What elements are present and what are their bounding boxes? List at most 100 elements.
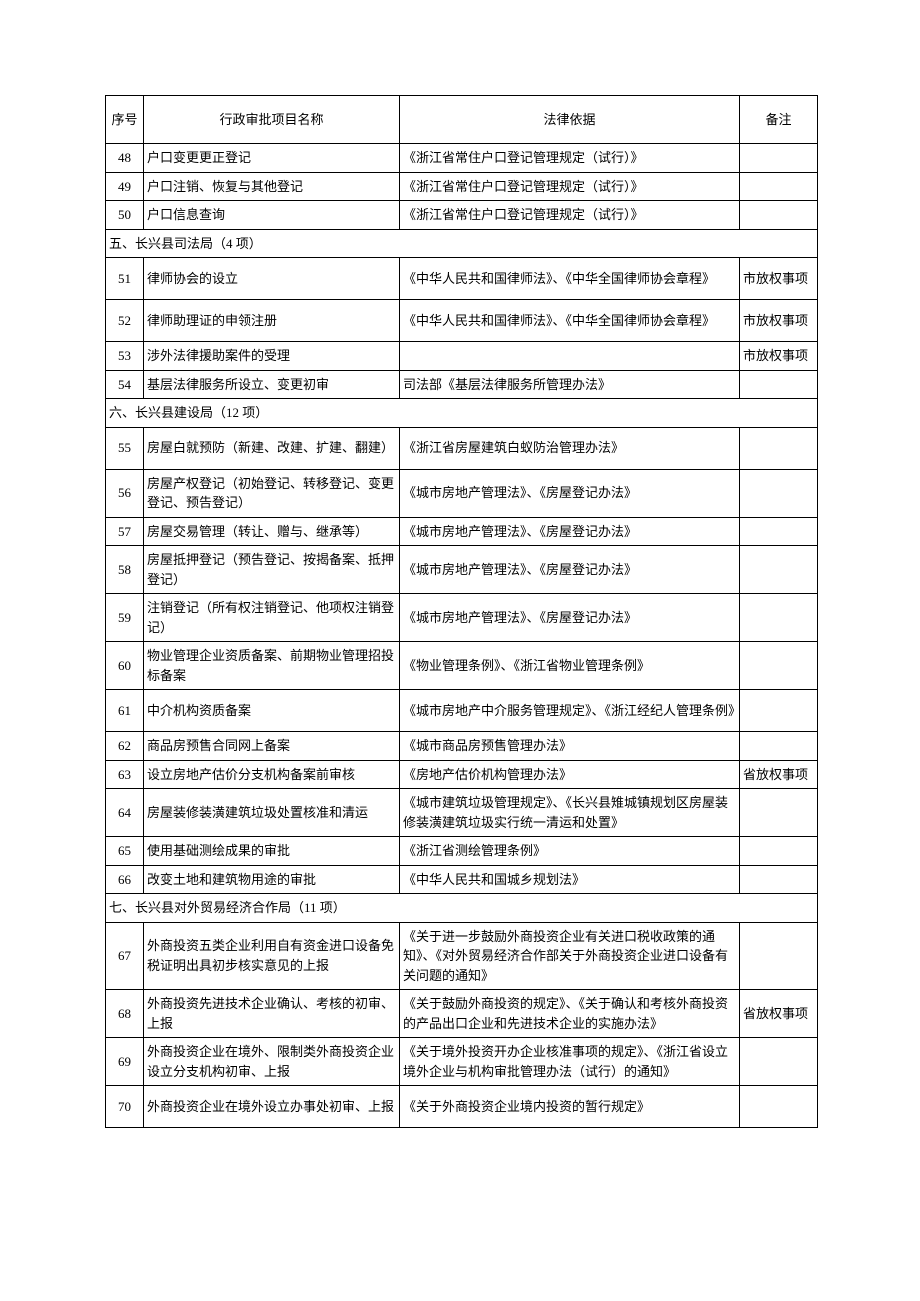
cell-remark xyxy=(740,837,818,866)
table-row: 59注销登记（所有权注销登记、他项权注销登记）《城市房地产管理法》、《房屋登记办… xyxy=(106,594,818,642)
table-row: 57房屋交易管理（转让、赠与、继承等）《城市房地产管理法》、《房屋登记办法》 xyxy=(106,517,818,546)
cell-basis: 《关于进一步鼓励外商投资企业有关进口税收政策的通知》、《对外贸易经济合作部关于外… xyxy=(400,922,740,990)
cell-name: 房屋抵押登记（预告登记、按揭备案、抵押登记） xyxy=(144,546,400,594)
cell-seq: 63 xyxy=(106,760,144,789)
cell-basis: 《浙江省常住户口登记管理规定（试行）》 xyxy=(400,172,740,201)
table-row: 49户口注销、恢复与其他登记《浙江省常住户口登记管理规定（试行）》 xyxy=(106,172,818,201)
table-row: 50户口信息查询《浙江省常住户口登记管理规定（试行）》 xyxy=(106,201,818,230)
cell-remark xyxy=(740,546,818,594)
cell-basis: 《关于外商投资企业境内投资的暂行规定》 xyxy=(400,1086,740,1128)
cell-name: 使用基础测绘成果的审批 xyxy=(144,837,400,866)
cell-remark xyxy=(740,865,818,894)
table-row: 53涉外法律援助案件的受理市放权事项 xyxy=(106,342,818,371)
cell-seq: 70 xyxy=(106,1086,144,1128)
cell-seq: 69 xyxy=(106,1038,144,1086)
cell-name: 物业管理企业资质备案、前期物业管理招投标备案 xyxy=(144,642,400,690)
cell-seq: 48 xyxy=(106,144,144,173)
cell-basis: 《城市房地产管理法》、《房屋登记办法》 xyxy=(400,517,740,546)
cell-remark: 省放权事项 xyxy=(740,760,818,789)
cell-remark xyxy=(740,469,818,517)
cell-basis: 《浙江省常住户口登记管理规定（试行）》 xyxy=(400,201,740,230)
table-row: 68外商投资先进技术企业确认、考核的初审、上报《关于鼓励外商投资的规定》、《关于… xyxy=(106,990,818,1038)
table-row: 63设立房地产估价分支机构备案前审核《房地产估价机构管理办法》省放权事项 xyxy=(106,760,818,789)
header-seq: 序号 xyxy=(106,96,144,144)
table-row: 51律师协会的设立《中华人民共和国律师法》、《中华全国律师协会章程》市放权事项 xyxy=(106,258,818,300)
cell-name: 涉外法律援助案件的受理 xyxy=(144,342,400,371)
cell-seq: 54 xyxy=(106,370,144,399)
cell-seq: 60 xyxy=(106,642,144,690)
cell-seq: 58 xyxy=(106,546,144,594)
cell-name: 外商投资企业在境外设立办事处初审、上报 xyxy=(144,1086,400,1128)
table-row: 54基层法律服务所设立、变更初审司法部《基层法律服务所管理办法》 xyxy=(106,370,818,399)
cell-remark: 省放权事项 xyxy=(740,990,818,1038)
cell-remark xyxy=(740,1038,818,1086)
cell-seq: 57 xyxy=(106,517,144,546)
cell-seq: 56 xyxy=(106,469,144,517)
section-row: 七、长兴县对外贸易经济合作局（11 项） xyxy=(106,894,818,923)
cell-seq: 49 xyxy=(106,172,144,201)
cell-remark xyxy=(740,144,818,173)
cell-remark: 市放权事项 xyxy=(740,300,818,342)
cell-name: 户口注销、恢复与其他登记 xyxy=(144,172,400,201)
header-basis: 法律依据 xyxy=(400,96,740,144)
section-title: 五、长兴县司法局（4 项） xyxy=(106,229,818,258)
cell-basis: 《中华人民共和国城乡规划法》 xyxy=(400,865,740,894)
cell-name: 注销登记（所有权注销登记、他项权注销登记） xyxy=(144,594,400,642)
cell-remark xyxy=(740,789,818,837)
cell-seq: 62 xyxy=(106,732,144,761)
cell-basis: 《浙江省房屋建筑白蚁防治管理办法》 xyxy=(400,427,740,469)
cell-remark xyxy=(740,201,818,230)
cell-basis: 《房地产估价机构管理办法》 xyxy=(400,760,740,789)
cell-seq: 53 xyxy=(106,342,144,371)
cell-name: 设立房地产估价分支机构备案前审核 xyxy=(144,760,400,789)
cell-basis: 《关于鼓励外商投资的规定》、《关于确认和考核外商投资的产品出口企业和先进技术企业… xyxy=(400,990,740,1038)
approval-items-table: 序号行政审批项目名称法律依据备注48户口变更更正登记《浙江省常住户口登记管理规定… xyxy=(105,95,818,1128)
cell-remark: 市放权事项 xyxy=(740,258,818,300)
table-row: 55房屋白就预防（新建、改建、扩建、翻建）《浙江省房屋建筑白蚁防治管理办法》 xyxy=(106,427,818,469)
cell-basis: 《关于境外投资开办企业核准事项的规定》、《浙江省设立境外企业与机构审批管理办法（… xyxy=(400,1038,740,1086)
table-row: 61中介机构资质备案《城市房地产中介服务管理规定》、《浙江经纪人管理条例》 xyxy=(106,690,818,732)
table-row: 62商品房预售合同网上备案《城市商品房预售管理办法》 xyxy=(106,732,818,761)
cell-basis: 司法部《基层法律服务所管理办法》 xyxy=(400,370,740,399)
cell-basis: 《城市房地产管理法》、《房屋登记办法》 xyxy=(400,594,740,642)
cell-basis: 《物业管理条例》、《浙江省物业管理条例》 xyxy=(400,642,740,690)
cell-remark xyxy=(740,370,818,399)
cell-name: 改变土地和建筑物用途的审批 xyxy=(144,865,400,894)
cell-name: 户口变更更正登记 xyxy=(144,144,400,173)
cell-name: 户口信息查询 xyxy=(144,201,400,230)
table-row: 52律师助理证的申领注册《中华人民共和国律师法》、《中华全国律师协会章程》市放权… xyxy=(106,300,818,342)
cell-seq: 61 xyxy=(106,690,144,732)
cell-remark xyxy=(740,1086,818,1128)
cell-basis: 《中华人民共和国律师法》、《中华全国律师协会章程》 xyxy=(400,300,740,342)
cell-seq: 59 xyxy=(106,594,144,642)
section-row: 六、长兴县建设局（12 项） xyxy=(106,399,818,428)
cell-name: 商品房预售合同网上备案 xyxy=(144,732,400,761)
cell-remark xyxy=(740,690,818,732)
table-row: 65使用基础测绘成果的审批《浙江省测绘管理条例》 xyxy=(106,837,818,866)
cell-seq: 67 xyxy=(106,922,144,990)
cell-remark xyxy=(740,172,818,201)
cell-name: 房屋装修装潢建筑垃圾处置核准和清运 xyxy=(144,789,400,837)
cell-name: 房屋交易管理（转让、赠与、继承等） xyxy=(144,517,400,546)
cell-seq: 52 xyxy=(106,300,144,342)
cell-seq: 64 xyxy=(106,789,144,837)
cell-basis: 《城市房地产管理法》、《房屋登记办法》 xyxy=(400,546,740,594)
header-name: 行政审批项目名称 xyxy=(144,96,400,144)
cell-remark xyxy=(740,642,818,690)
cell-name: 房屋白就预防（新建、改建、扩建、翻建） xyxy=(144,427,400,469)
cell-remark xyxy=(740,922,818,990)
cell-basis: 《城市房地产中介服务管理规定》、《浙江经纪人管理条例》 xyxy=(400,690,740,732)
cell-seq: 51 xyxy=(106,258,144,300)
table-row: 69外商投资企业在境外、限制类外商投资企业设立分支机构初审、上报《关于境外投资开… xyxy=(106,1038,818,1086)
cell-name: 房屋产权登记（初始登记、转移登记、变更登记、预告登记） xyxy=(144,469,400,517)
cell-remark xyxy=(740,732,818,761)
cell-basis xyxy=(400,342,740,371)
table-row: 60物业管理企业资质备案、前期物业管理招投标备案《物业管理条例》、《浙江省物业管… xyxy=(106,642,818,690)
table-header-row: 序号行政审批项目名称法律依据备注 xyxy=(106,96,818,144)
cell-basis: 《中华人民共和国律师法》、《中华全国律师协会章程》 xyxy=(400,258,740,300)
table-row: 56房屋产权登记（初始登记、转移登记、变更登记、预告登记）《城市房地产管理法》、… xyxy=(106,469,818,517)
header-remark: 备注 xyxy=(740,96,818,144)
cell-basis: 《城市商品房预售管理办法》 xyxy=(400,732,740,761)
cell-seq: 65 xyxy=(106,837,144,866)
cell-name: 基层法律服务所设立、变更初审 xyxy=(144,370,400,399)
